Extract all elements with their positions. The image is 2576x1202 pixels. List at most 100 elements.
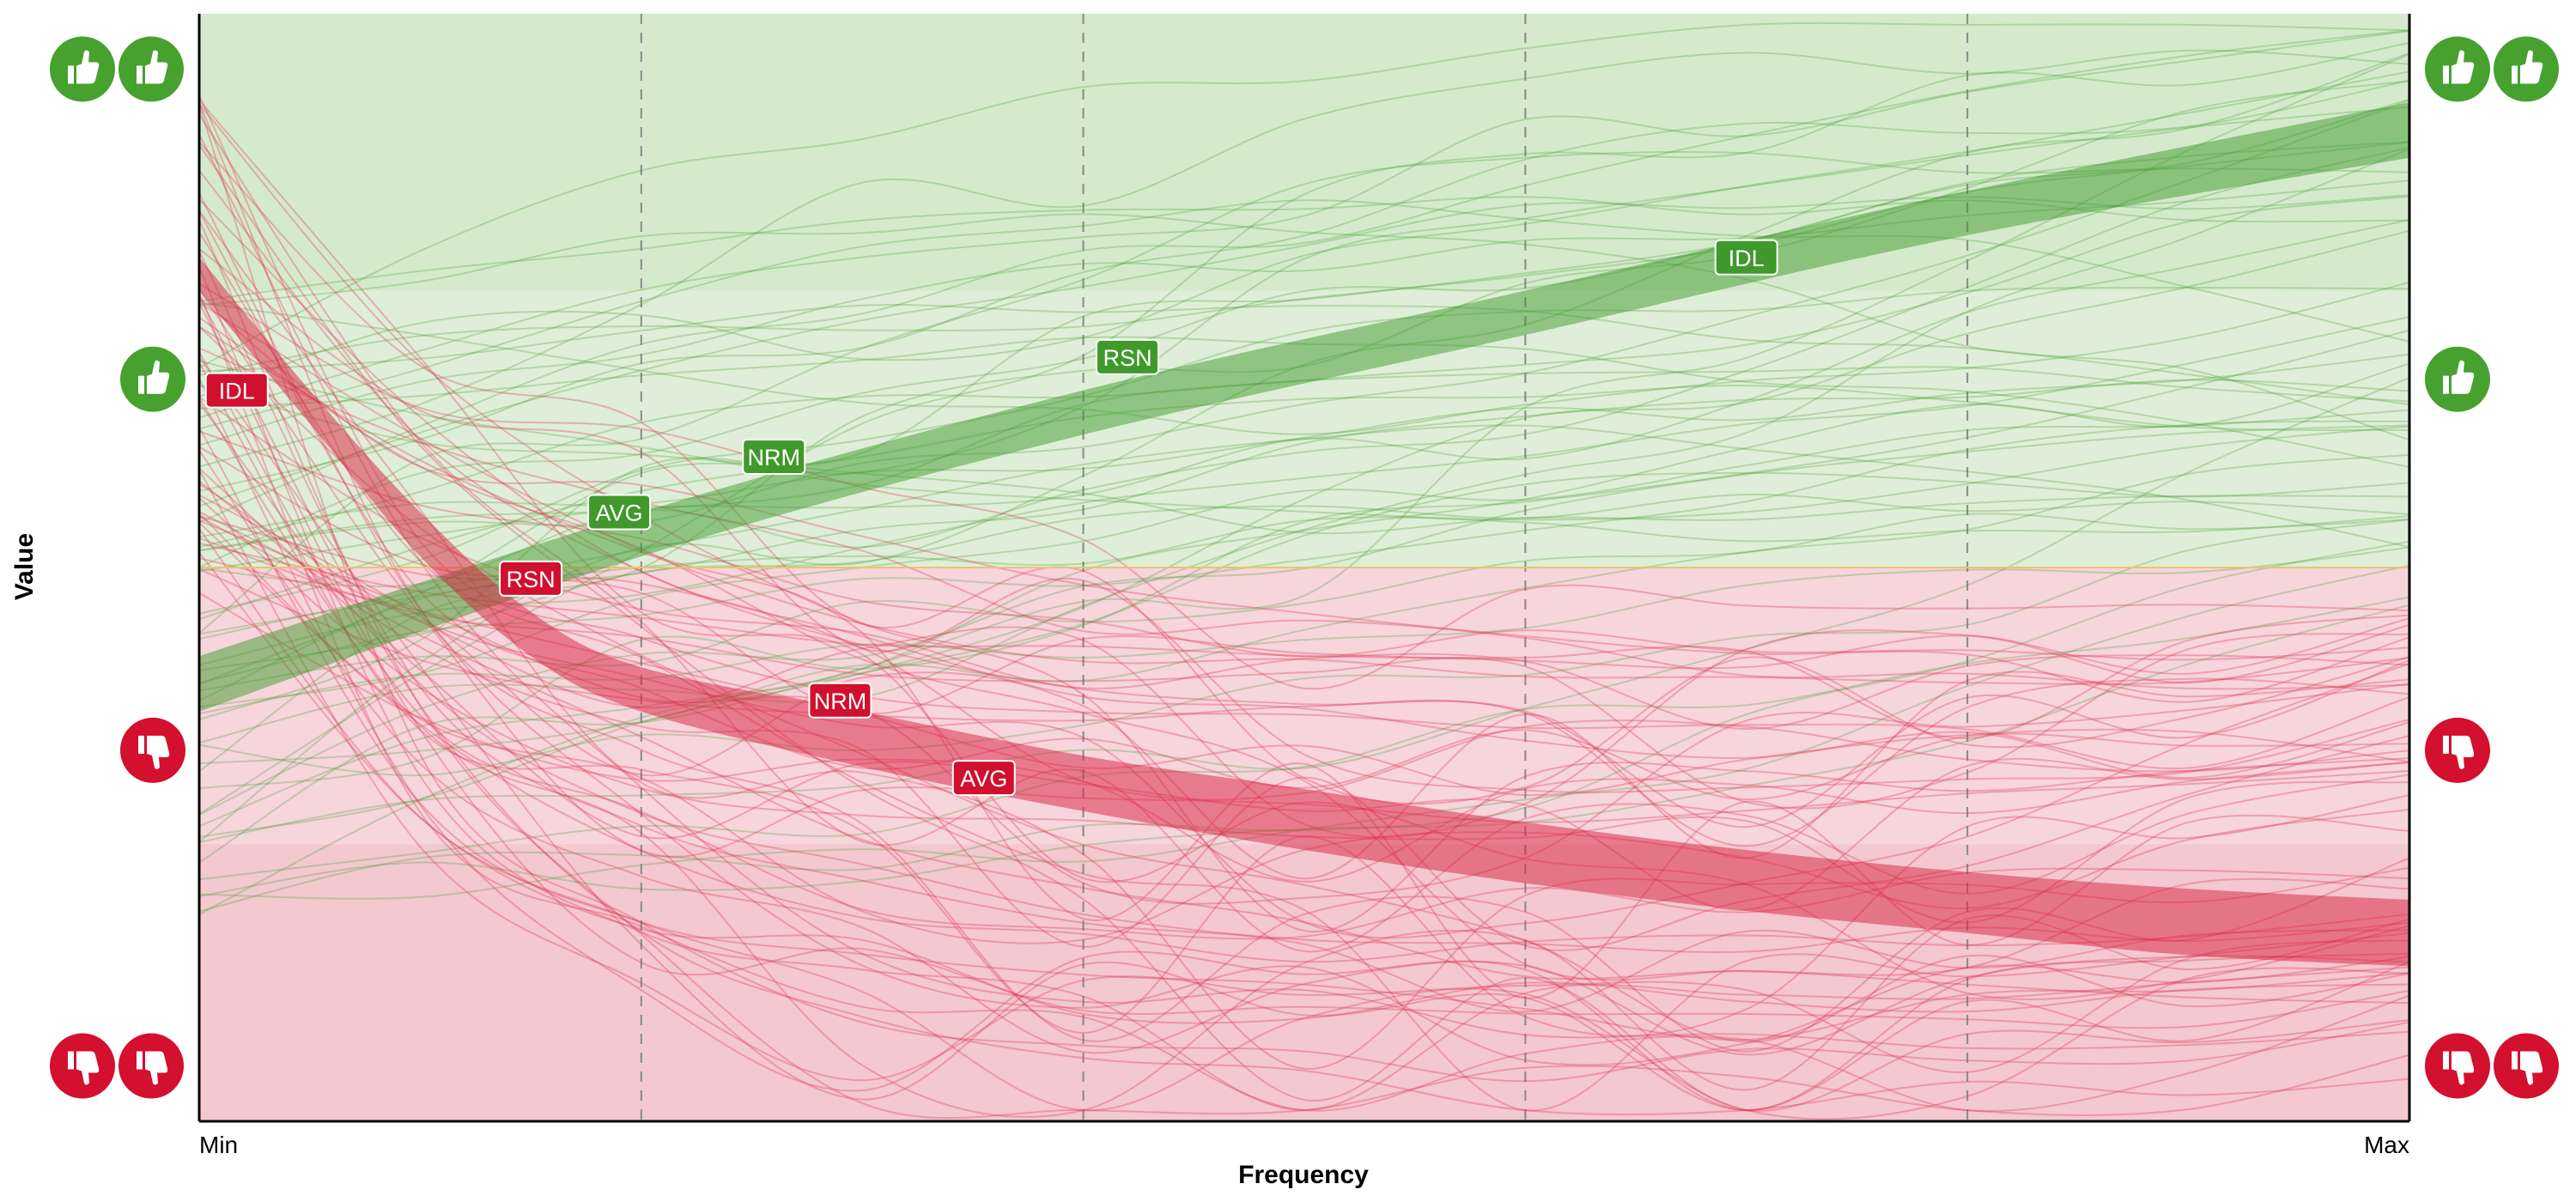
thumb-hand bbox=[2520, 1051, 2543, 1085]
green-series-line bbox=[198, 494, 2410, 671]
red-series-line bbox=[198, 378, 2410, 1112]
green-series-line bbox=[198, 219, 2410, 573]
green-series-line bbox=[198, 21, 2410, 369]
green-series-line bbox=[198, 385, 2410, 621]
red-series-line bbox=[198, 542, 2410, 739]
series-label: NRM bbox=[742, 439, 806, 475]
thumb-cuff bbox=[2443, 65, 2449, 84]
y-axis-label: Value bbox=[10, 533, 39, 600]
thumb-hand bbox=[76, 1051, 100, 1085]
green-series-line bbox=[198, 286, 2410, 615]
red-trend-band bbox=[199, 257, 2409, 967]
green-series-line bbox=[198, 384, 2410, 535]
series-labels: IDL RSN NRM AVG IDL RSN NRM AVG bbox=[204, 239, 1778, 797]
green-series-line bbox=[198, 29, 2410, 524]
double-thumbs-up-icon bbox=[2494, 36, 2559, 102]
label-box bbox=[587, 494, 652, 531]
series-label: RSN bbox=[1096, 338, 1160, 375]
red-series-line bbox=[198, 141, 2410, 805]
thumb-shape bbox=[68, 1051, 100, 1085]
green-series-line bbox=[198, 316, 2410, 666]
label-text: IDL bbox=[219, 379, 255, 404]
green-series-line bbox=[198, 376, 2410, 843]
green-series-line bbox=[198, 106, 2410, 721]
double-thumbs-up-icon bbox=[2425, 36, 2490, 102]
label-text: IDL bbox=[1728, 246, 1765, 271]
green-series-line bbox=[198, 41, 2410, 816]
thumbs-down-icon bbox=[120, 717, 185, 783]
double-thumbs-down-icon bbox=[2425, 1033, 2490, 1099]
red-series-line bbox=[198, 515, 2410, 1005]
thumb-hand bbox=[2451, 1051, 2475, 1085]
green-series-line bbox=[198, 304, 2410, 406]
green-series-line bbox=[198, 79, 2410, 492]
green-series-line bbox=[198, 409, 2410, 708]
thumb-shape bbox=[2512, 50, 2543, 84]
label-text: NRM bbox=[747, 445, 800, 470]
green-series-line bbox=[198, 199, 2410, 430]
red-series-line bbox=[198, 356, 2410, 1112]
red-series-line bbox=[198, 192, 2410, 1066]
green-series-line bbox=[198, 148, 2410, 744]
label-text: RSN bbox=[1103, 345, 1152, 371]
series-label: IDL bbox=[1714, 239, 1778, 276]
double-thumbs-down-icon bbox=[118, 1033, 184, 1099]
green-series-line bbox=[198, 353, 2410, 538]
thumb-shape bbox=[137, 50, 168, 84]
red-series-line bbox=[198, 248, 2410, 793]
thumbs-up-icon bbox=[2425, 346, 2490, 412]
thumb-cuff bbox=[68, 1051, 74, 1070]
double-thumbs-down-icon bbox=[2494, 1033, 2559, 1099]
red-series-line bbox=[198, 552, 2410, 1024]
green-series-line bbox=[198, 99, 2410, 552]
thumb-shape bbox=[2512, 1051, 2543, 1085]
red-series-line bbox=[198, 480, 2410, 951]
zone-very-good bbox=[199, 14, 2409, 291]
red-series-line bbox=[198, 450, 2410, 1056]
thumb-hand bbox=[147, 360, 170, 394]
x-tick-max: Max bbox=[2364, 1132, 2409, 1158]
red-series-line bbox=[198, 592, 2410, 883]
rating-icons bbox=[50, 36, 2559, 1099]
green-series-line bbox=[198, 49, 2410, 468]
red-series-line bbox=[198, 325, 2410, 685]
red-series-line bbox=[198, 347, 2410, 690]
label-text: NRM bbox=[814, 689, 867, 714]
thumb-shape bbox=[2443, 1051, 2475, 1085]
double-thumbs-down-icon bbox=[50, 1033, 115, 1099]
green-series-line bbox=[198, 229, 2410, 838]
green-series-line bbox=[198, 420, 2410, 684]
green-trend-band bbox=[199, 102, 2409, 712]
green-series-line bbox=[198, 30, 2410, 419]
x-axis-label: Frequency bbox=[1238, 1161, 1369, 1189]
thumb-hand bbox=[2520, 50, 2543, 84]
label-text: RSN bbox=[507, 567, 556, 592]
trend-bands bbox=[199, 102, 2409, 967]
series-label: RSN bbox=[499, 560, 563, 597]
label-box bbox=[1714, 239, 1778, 276]
thumb-cuff bbox=[2512, 65, 2518, 84]
green-series-line bbox=[198, 151, 2410, 634]
green-series-line bbox=[198, 141, 2410, 685]
thumbs-down-icon bbox=[2425, 717, 2490, 783]
green-series-line bbox=[198, 53, 2410, 864]
thumbs-up-icon bbox=[120, 346, 185, 412]
red-series-line bbox=[198, 528, 2410, 1120]
label-box bbox=[499, 560, 563, 597]
zone-good bbox=[199, 290, 2409, 568]
axes bbox=[197, 14, 2411, 1123]
thumb-cuff bbox=[138, 735, 144, 754]
red-series-line bbox=[198, 134, 2410, 1050]
green-series-line bbox=[198, 70, 2410, 398]
red-series-line bbox=[198, 302, 2410, 1029]
label-box bbox=[951, 760, 1016, 797]
series-label: AVG bbox=[951, 760, 1016, 797]
red-series-line bbox=[198, 292, 2410, 1113]
thumb-cuff bbox=[2512, 1051, 2518, 1070]
red-series-line bbox=[198, 568, 2410, 847]
thumb-hand bbox=[147, 735, 170, 769]
red-series-line bbox=[198, 521, 2410, 963]
label-box bbox=[742, 439, 806, 475]
thumb-cuff bbox=[2443, 1051, 2449, 1070]
